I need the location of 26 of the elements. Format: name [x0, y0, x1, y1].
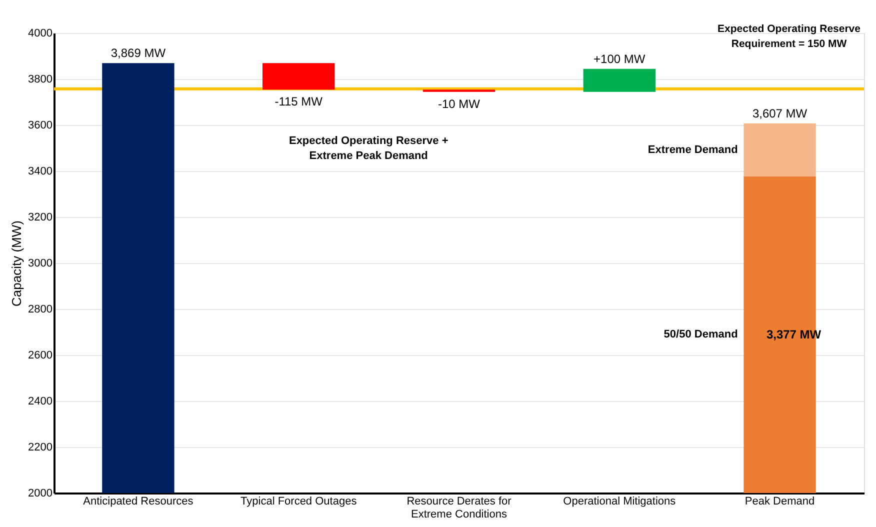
y-axis-title: Capacity (MW) — [9, 220, 24, 306]
y-tick-label: 2600 — [28, 350, 52, 362]
x-tick-label: Typical Forced Outages — [240, 496, 358, 508]
y-tick-label: 3800 — [28, 74, 52, 86]
y-tick-label: 4000 — [28, 28, 52, 40]
x-tick-label: Peak Demand — [744, 496, 815, 508]
data-label: +100 MW — [594, 52, 646, 66]
y-tick-label: 3000 — [28, 258, 52, 270]
y-tick-label: 2800 — [28, 304, 52, 316]
data-label: -115 MW — [274, 94, 324, 109]
annotation: 50/50 Demand — [664, 328, 738, 341]
total-label: 3,607 MW — [752, 106, 808, 120]
x-tick-label: Resource Derates for Extreme Conditions — [406, 496, 512, 520]
x-tick-label: Anticipated Resources — [83, 496, 194, 508]
y-tick-label: 2200 — [28, 442, 52, 454]
y-tick-label: 3600 — [28, 120, 52, 132]
y-tick-label: 3400 — [28, 166, 52, 178]
annotation: Extreme Demand — [648, 144, 738, 156]
data-label: -10 MW — [438, 96, 481, 111]
y-tick-label: 2000 — [28, 488, 52, 500]
annotation: Expected Operating Reserve Requirement = 150 MW — [718, 23, 861, 50]
y-tick-label: 3200 — [28, 212, 52, 224]
x-tick-label: Operational Mitigations — [563, 496, 676, 508]
annotation: Expected Operating Reserve + Extreme Peak Demand — [288, 134, 448, 162]
data-label: 3,869 MW — [110, 46, 166, 60]
y-tick-label: 2400 — [28, 396, 52, 408]
